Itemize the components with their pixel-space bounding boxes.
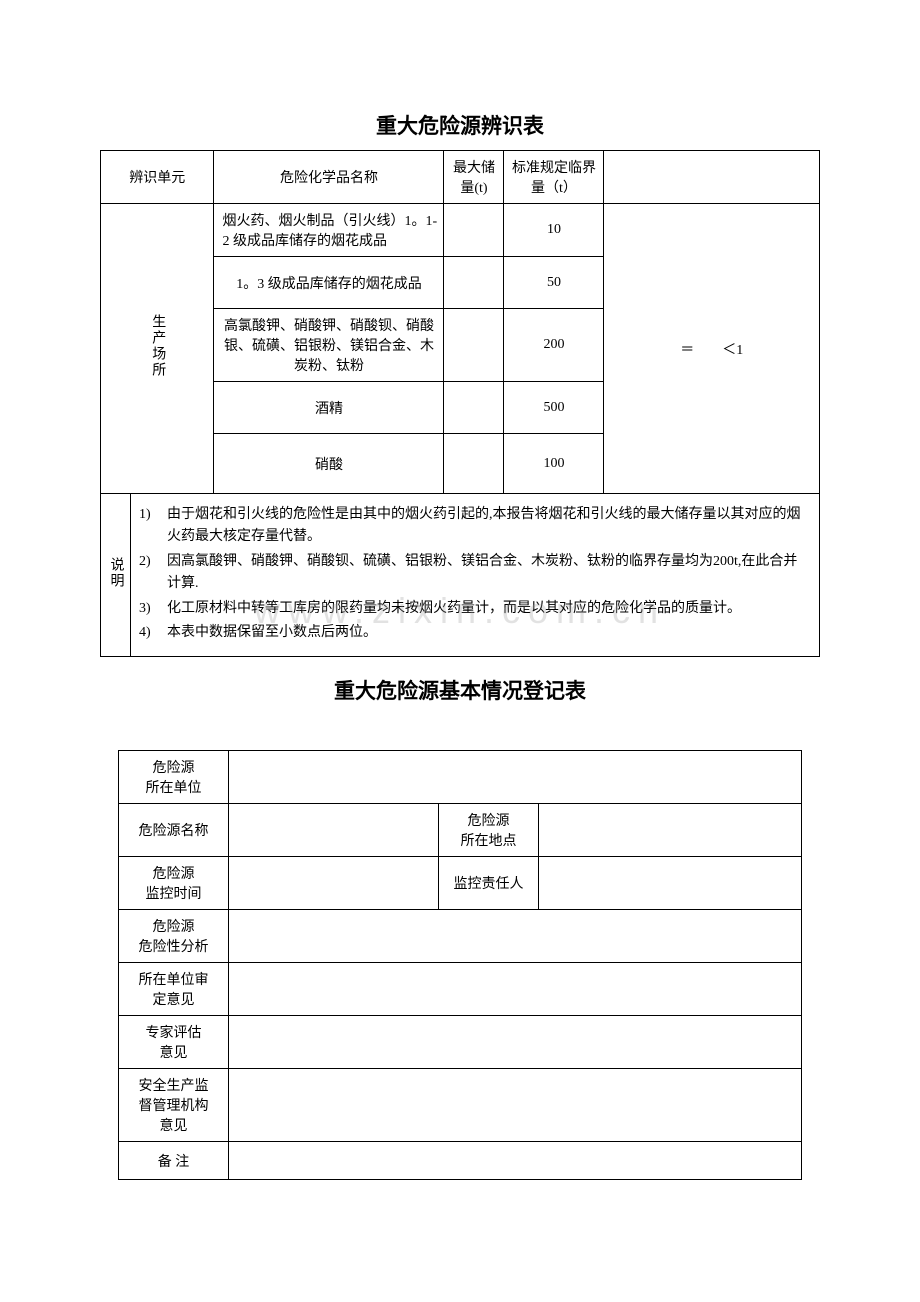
value-safety	[229, 1069, 802, 1142]
chem-critical: 200	[504, 309, 604, 382]
header-critical: 标准规定临界量（t）	[504, 151, 604, 204]
note-num: 2)	[139, 551, 167, 596]
chem-name: 酒精	[214, 382, 444, 434]
note-item: 4)本表中数据保留至小数点后两位。	[139, 622, 811, 644]
chem-max	[444, 204, 504, 257]
note-item: 3)化工原材料中转等工库房的限药量均未按烟火药量计，而是以其对应的危险化学品的质…	[139, 598, 811, 620]
header-max: 最大储量(t)	[444, 151, 504, 204]
unit-cell: 生产场所	[101, 204, 214, 494]
chem-max	[444, 309, 504, 382]
notes-row: 说明 1)由于烟花和引火线的危险性是由其中的烟火药引起的,本报告将烟花和引火线的…	[101, 494, 820, 657]
hazard-registration-table: 危险源 所在单位 危险源名称 危险源 所在地点 危险源 监控时间 监控责任人 危…	[118, 750, 802, 1180]
note-text: 因高氯酸钾、硝酸钾、硝酸钡、硫磺、铝银粉、镁铝合金、木炭粉、钛粉的临界存量均为2…	[167, 551, 811, 596]
note-text: 化工原材料中转等工库房的限药量均未按烟火药量计，而是以其对应的危险化学品的质量计…	[167, 598, 811, 620]
chem-max	[444, 434, 504, 494]
value-monitor-time	[229, 857, 439, 910]
notes-content: 1)由于烟花和引火线的危险性是由其中的烟火药引起的,本报告将烟花和引火线的最大储…	[131, 494, 820, 657]
table-row: 备 注	[119, 1142, 802, 1180]
value-remark	[229, 1142, 802, 1180]
chem-name: 高氯酸钾、硝酸钾、硝酸钡、硝酸银、硫磺、铝银粉、镁铝合金、木炭粉、钛粉	[214, 309, 444, 382]
label-expert: 专家评估 意见	[119, 1016, 229, 1069]
table-row: 生产场所 烟火药、烟火制品（引火线）1。1-2 级成品库储存的烟花成品 10 ＝…	[101, 204, 820, 257]
notes-label-cell: 说明	[101, 494, 131, 657]
value-expert	[229, 1016, 802, 1069]
table-row: 专家评估 意见	[119, 1016, 802, 1069]
chem-name: 硝酸	[214, 434, 444, 494]
label-responsible: 监控责任人	[439, 857, 539, 910]
result-cell: ＝ ＜1	[604, 204, 820, 494]
title-2: 重大危险源基本情况登记表	[100, 675, 820, 705]
table-row: 所在单位审 定意见	[119, 963, 802, 1016]
label-risk-analysis: 危险源 危险性分析	[119, 910, 229, 963]
chem-critical: 500	[504, 382, 604, 434]
note-text: 由于烟花和引火线的危险性是由其中的烟火药引起的,本报告将烟花和引火线的最大储存量…	[167, 504, 811, 549]
note-text: 本表中数据保留至小数点后两位。	[167, 622, 811, 644]
notes-label: 说明	[106, 557, 126, 589]
chem-max	[444, 257, 504, 309]
value-location	[539, 804, 802, 857]
label-remark: 备 注	[119, 1142, 229, 1180]
label-location: 危险源 所在地点	[439, 804, 539, 857]
table-row: 危险源 所在单位	[119, 751, 802, 804]
label-org-opinion: 所在单位审 定意见	[119, 963, 229, 1016]
chem-critical: 100	[504, 434, 604, 494]
chem-max	[444, 382, 504, 434]
note-num: 3)	[139, 598, 167, 620]
header-unit: 辨识单元	[101, 151, 214, 204]
chem-name: 1。3 级成品库储存的烟花成品	[214, 257, 444, 309]
note-item: 1)由于烟花和引火线的危险性是由其中的烟火药引起的,本报告将烟花和引火线的最大储…	[139, 504, 811, 549]
value-name	[229, 804, 439, 857]
label-name: 危险源名称	[119, 804, 229, 857]
label-safety: 安全生产监 督管理机构 意见	[119, 1069, 229, 1142]
chem-critical: 50	[504, 257, 604, 309]
hazard-identification-table: 辨识单元 危险化学品名称 最大储量(t) 标准规定临界量（t） 生产场所 烟火药…	[100, 150, 820, 657]
header-result	[604, 151, 820, 204]
header-name: 危险化学品名称	[214, 151, 444, 204]
note-num: 4)	[139, 622, 167, 644]
table-row: 危险源 危险性分析	[119, 910, 802, 963]
unit-label: 生产场所	[147, 314, 167, 378]
chem-critical: 10	[504, 204, 604, 257]
value-risk-analysis	[229, 910, 802, 963]
table-row: 安全生产监 督管理机构 意见	[119, 1069, 802, 1142]
note-item: 2)因高氯酸钾、硝酸钾、硝酸钡、硫磺、铝银粉、镁铝合金、木炭粉、钛粉的临界存量均…	[139, 551, 811, 596]
notes-list: 1)由于烟花和引火线的危险性是由其中的烟火药引起的,本报告将烟花和引火线的最大储…	[139, 504, 811, 644]
label-org: 危险源 所在单位	[119, 751, 229, 804]
note-num: 1)	[139, 504, 167, 549]
label-monitor-time: 危险源 监控时间	[119, 857, 229, 910]
value-org-opinion	[229, 963, 802, 1016]
table-row: 危险源 监控时间 监控责任人	[119, 857, 802, 910]
chem-name: 烟火药、烟火制品（引火线）1。1-2 级成品库储存的烟花成品	[214, 204, 444, 257]
value-responsible	[539, 857, 802, 910]
table-header-row: 辨识单元 危险化学品名称 最大储量(t) 标准规定临界量（t）	[101, 151, 820, 204]
table-row: 危险源名称 危险源 所在地点	[119, 804, 802, 857]
value-org	[229, 751, 802, 804]
title-1: 重大危险源辨识表	[100, 110, 820, 140]
